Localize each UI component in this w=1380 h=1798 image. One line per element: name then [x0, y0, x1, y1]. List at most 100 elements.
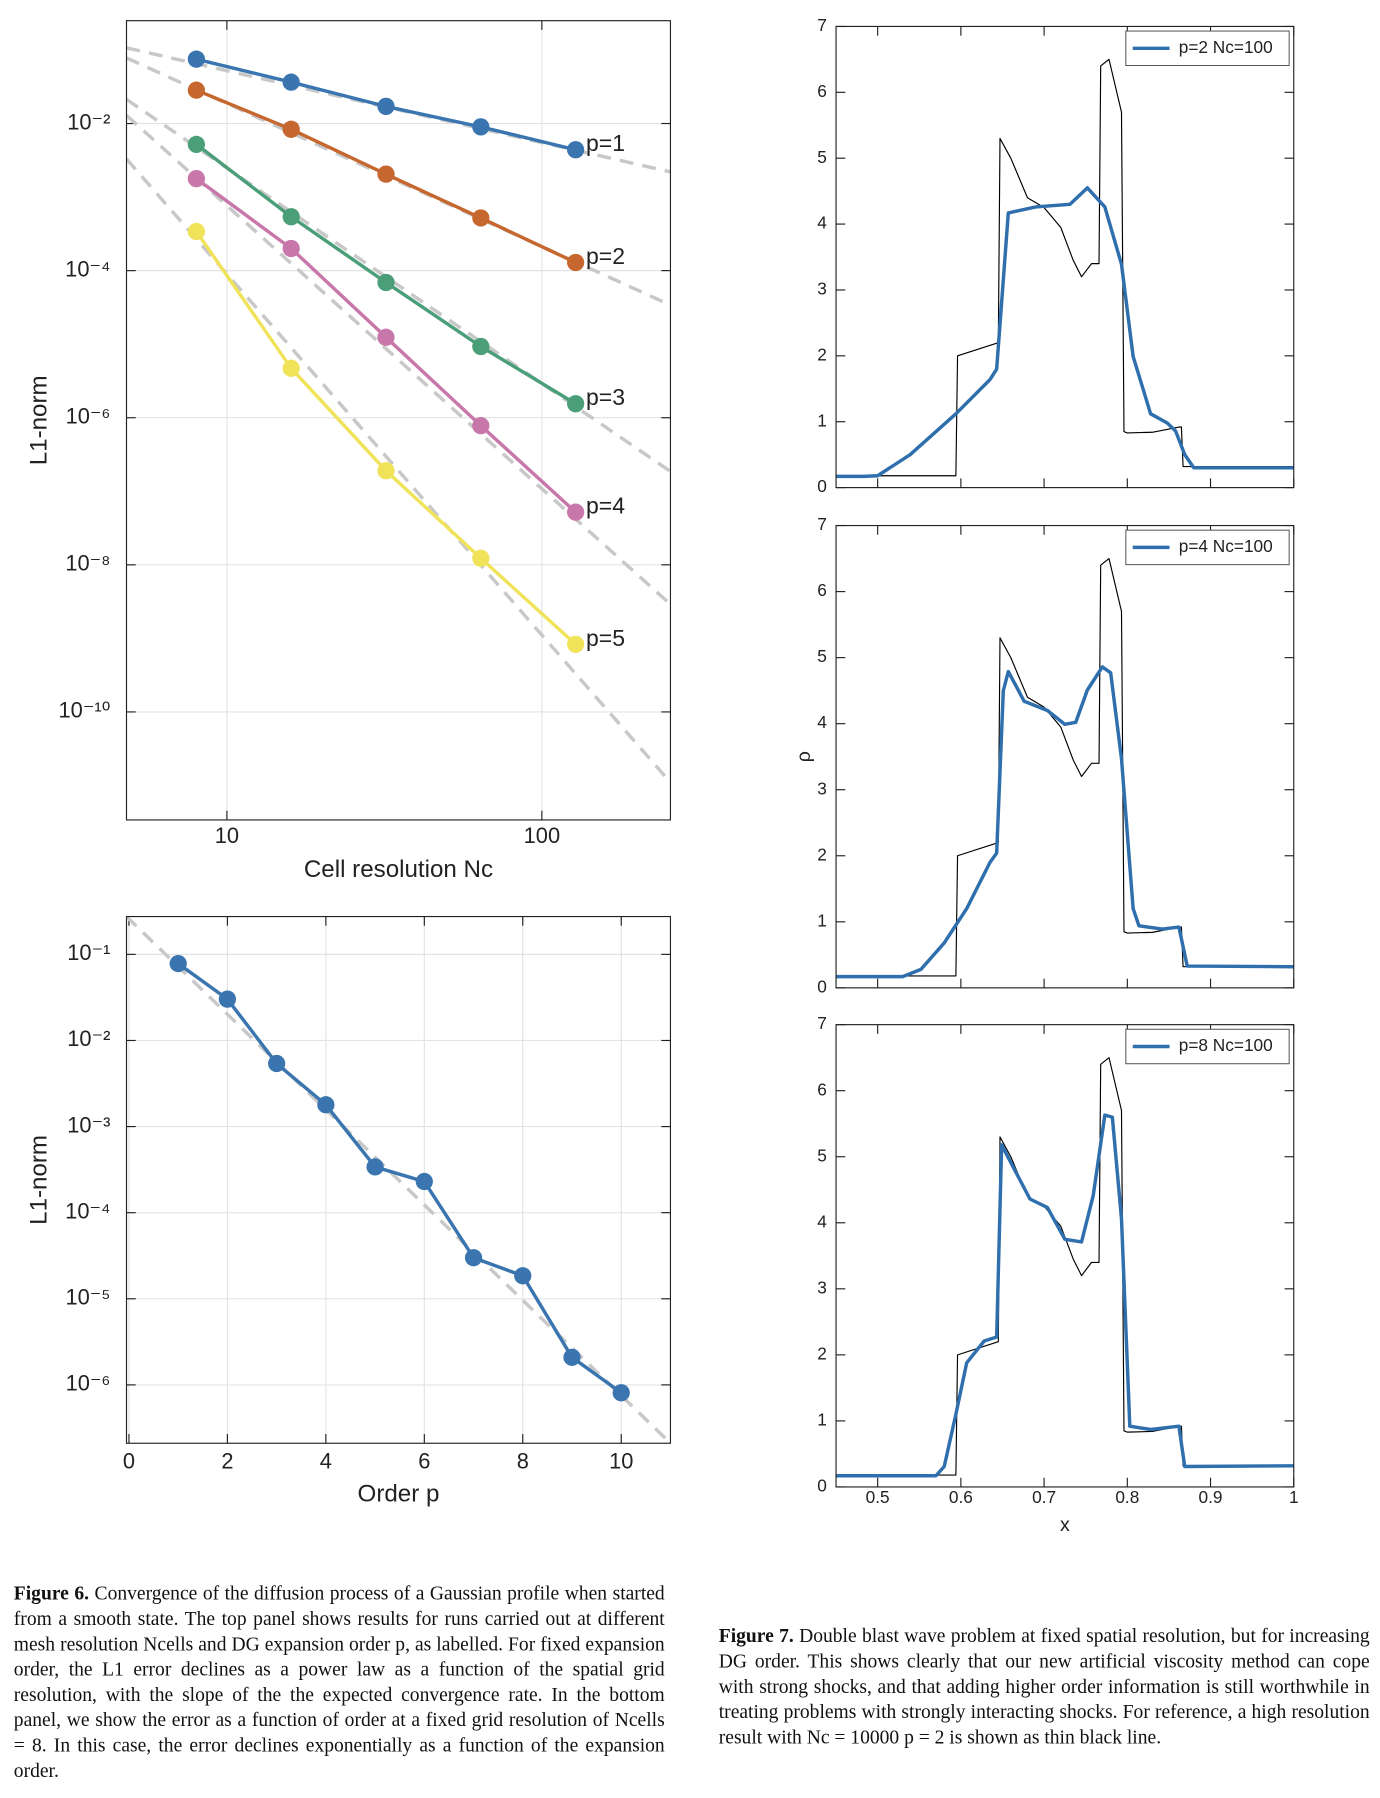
y-tick-label: 3 — [817, 1277, 827, 1297]
y-tick-label: 3 — [817, 279, 827, 299]
caption: Figure 6. Convergence of the diffusion p… — [14, 1581, 665, 1783]
caption-label: Figure 7. — [718, 1624, 794, 1647]
series-label: p=5 — [586, 625, 625, 651]
data-point — [187, 222, 206, 241]
caption-text: Double blast wave problem at fixed spati… — [718, 1624, 1370, 1748]
y-axis-label: L1-norm — [26, 375, 53, 465]
data-point — [187, 135, 206, 154]
y-tick-label: 7 — [817, 15, 827, 35]
data-point — [187, 50, 206, 68]
x-tick-label: 100 — [524, 823, 560, 848]
y-tick-label: 5 — [817, 147, 827, 167]
y-tick-label: 10⁻⁵ — [66, 1285, 111, 1310]
plot-frame — [125, 20, 672, 821]
series-label: p=3 — [586, 384, 625, 410]
data-point — [268, 1054, 286, 1073]
x-tick-label: 0 — [123, 1449, 135, 1474]
x-tick-label: 0.8 — [1115, 1487, 1139, 1507]
data-line — [836, 186, 1294, 479]
x-tick-label: 0.9 — [1199, 1487, 1223, 1507]
data-point — [317, 1096, 335, 1114]
reference-line — [126, 97, 671, 473]
data-point — [464, 1249, 483, 1267]
data-point — [472, 417, 490, 435]
data-point — [472, 118, 490, 136]
data-point — [282, 239, 300, 258]
x-tick-label: 0.5 — [866, 1487, 890, 1507]
x-tick-label: 1 — [1289, 1487, 1299, 1507]
data-point — [377, 273, 395, 292]
data-point — [377, 462, 395, 480]
data-point — [563, 1348, 581, 1366]
data-point — [567, 253, 585, 272]
data-point — [377, 97, 395, 116]
data-point — [472, 549, 490, 567]
plot-frame — [835, 524, 1295, 989]
y-tick-label: 7 — [817, 514, 827, 534]
y-tick-label: 0 — [817, 476, 827, 496]
y-tick-label: 4 — [817, 1211, 827, 1231]
y-axis-label: L1-norm — [26, 1135, 53, 1225]
caption-text: Convergence of the diffusion process of … — [13, 1582, 665, 1782]
y-tick-label: 10⁻² — [67, 1026, 110, 1051]
x-tick-label: 10 — [609, 1449, 633, 1474]
reference-line — [126, 114, 671, 606]
y-tick-label: 10⁻³ — [67, 1112, 110, 1137]
series-label: p=4 — [586, 493, 625, 519]
x-tick-label: 4 — [320, 1449, 332, 1474]
plot-frame — [125, 915, 672, 1444]
data-line — [836, 1057, 1294, 1476]
data-point — [567, 395, 585, 413]
x-axis-label: x — [1060, 1514, 1070, 1536]
data-point — [567, 503, 585, 521]
y-tick-label: 3 — [817, 778, 827, 798]
series-label: p=2 — [586, 243, 625, 269]
data-point — [282, 73, 300, 91]
data-line — [836, 1113, 1294, 1478]
data-point — [282, 120, 300, 138]
y-tick-label: 4 — [817, 712, 827, 732]
reference-line — [126, 916, 671, 1444]
legend-label: p=2 Nc=100 — [1179, 37, 1273, 57]
y-tick-label: 1 — [817, 1409, 827, 1429]
x-tick-label: 0.6 — [949, 1487, 973, 1507]
plot-frame — [835, 25, 1295, 489]
x-tick-label: 10 — [215, 823, 239, 848]
data-point — [282, 359, 300, 377]
y-tick-label: 10⁻¹⁰ — [59, 698, 111, 723]
legend-label: p=4 Nc=100 — [1179, 536, 1273, 556]
y-tick-label: 10⁻⁶ — [66, 403, 111, 428]
y-tick-label: 10⁻⁴ — [65, 256, 110, 281]
y-tick-label: 4 — [817, 213, 827, 233]
y-tick-label: 10⁻¹ — [67, 940, 110, 965]
y-tick-label: 6 — [817, 580, 827, 600]
y-tick-label: 10⁻² — [67, 109, 110, 134]
y-tick-label: 0 — [817, 1476, 827, 1496]
y-tick-label: 2 — [817, 344, 827, 364]
y-tick-label: 2 — [817, 844, 827, 864]
data-point — [415, 1172, 433, 1191]
y-tick-label: 6 — [817, 1079, 827, 1099]
data-point — [514, 1267, 532, 1285]
data-line — [194, 230, 577, 646]
data-point — [377, 165, 395, 183]
plot-frame — [835, 1024, 1295, 1488]
x-tick-label: 8 — [517, 1449, 529, 1474]
data-point — [472, 337, 490, 356]
y-tick-label: 5 — [817, 1145, 827, 1165]
y-tick-label: 2 — [817, 1343, 827, 1363]
data-point — [187, 81, 206, 99]
data-line — [836, 58, 1294, 477]
data-point — [567, 141, 585, 159]
caption: Figure 7. Double blast wave problem at f… — [719, 1624, 1370, 1751]
caption-label: Figure 6. — [13, 1582, 90, 1605]
y-tick-label: 6 — [817, 81, 827, 101]
y-tick-label: 10⁻⁸ — [65, 551, 110, 576]
data-point — [169, 954, 187, 973]
y-tick-label: 0 — [817, 976, 827, 996]
data-point — [218, 990, 237, 1008]
y-tick-label: 1 — [817, 410, 827, 430]
data-point — [377, 328, 395, 346]
